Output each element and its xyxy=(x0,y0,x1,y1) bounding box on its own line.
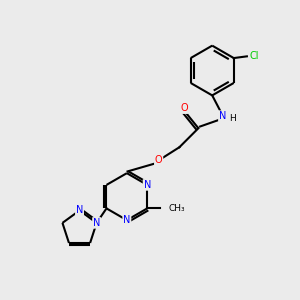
Text: Cl: Cl xyxy=(249,51,259,61)
Text: H: H xyxy=(229,114,236,123)
Text: N: N xyxy=(143,180,151,190)
Text: O: O xyxy=(180,103,188,113)
Text: CH₃: CH₃ xyxy=(168,204,185,213)
Text: N: N xyxy=(123,215,130,225)
Text: N: N xyxy=(219,111,226,121)
Text: N: N xyxy=(76,206,83,215)
Text: N: N xyxy=(93,218,100,228)
Text: O: O xyxy=(155,155,163,165)
